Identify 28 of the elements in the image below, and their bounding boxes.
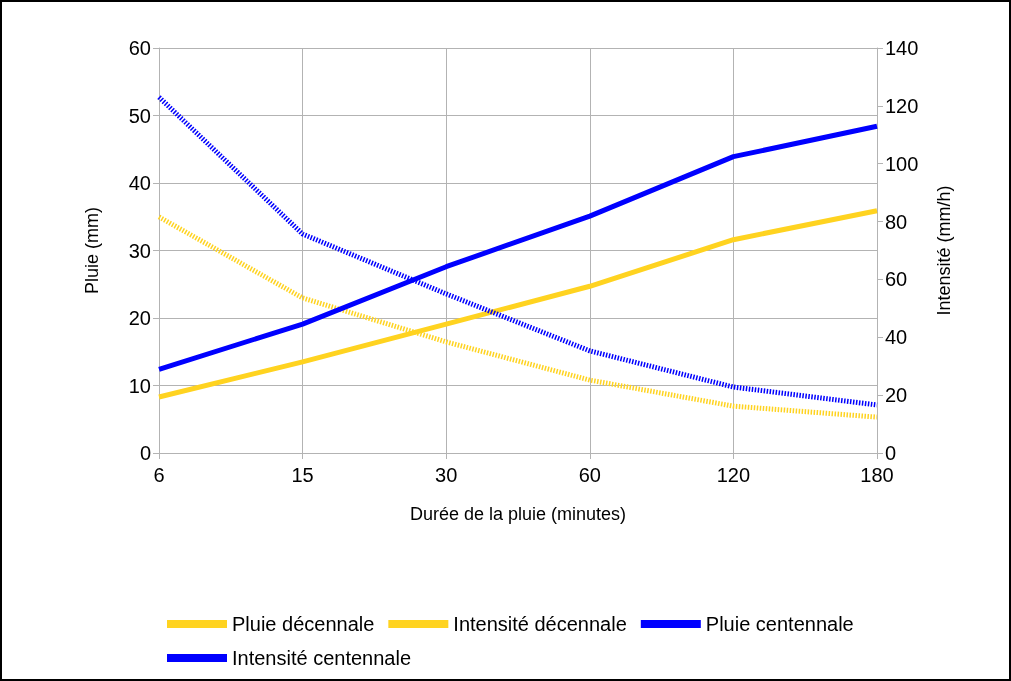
x-tick-label: 6 (153, 464, 165, 486)
y2-tick-label: 140 (885, 37, 919, 59)
legend-label: Pluie centennale (705, 613, 854, 635)
y2-tick-label: 20 (885, 384, 908, 407)
y2-tick-label: 100 (885, 152, 919, 175)
legend-label: Intensité centennale (232, 647, 412, 669)
y-tick-label: 0 (139, 442, 151, 464)
legend-label: Intensité décennale (453, 613, 627, 635)
y2-tick-label: 0 (885, 442, 897, 464)
y-tick-label: 30 (128, 239, 151, 262)
legend-label: Pluie décennale (232, 613, 375, 635)
y-tick-label: 60 (128, 37, 151, 59)
y-axis-title: Pluie (mm) (82, 206, 102, 295)
x-tick-label: 60 (578, 464, 601, 486)
x-axis-title: Durée de la pluie (minutes) (409, 504, 627, 524)
x-tick-label: 30 (435, 464, 458, 486)
x-tick-label: 15 (291, 464, 314, 486)
y-tick-label: 50 (128, 104, 151, 127)
y2-tick-label: 80 (885, 210, 908, 233)
y-tick-label: 10 (128, 374, 151, 397)
y2-tick-label: 120 (885, 94, 919, 117)
y-tick-label: 40 (128, 172, 151, 194)
y2-axis-title: Intensité (mm/h) (934, 185, 954, 316)
x-tick-label: 120 (716, 464, 751, 486)
y2-tick-label: 60 (885, 268, 908, 291)
y-tick-label: 20 (128, 307, 151, 329)
y2-tick-label: 40 (885, 326, 908, 349)
x-tick-label: 180 (860, 464, 894, 486)
